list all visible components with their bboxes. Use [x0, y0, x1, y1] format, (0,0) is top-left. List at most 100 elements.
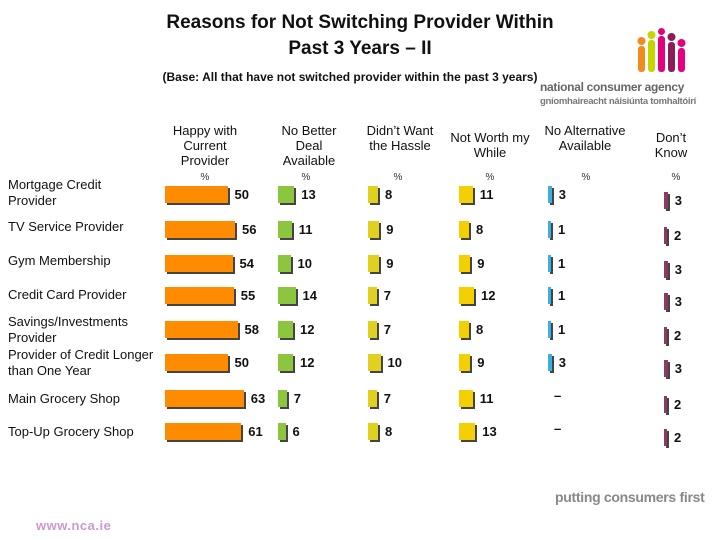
title-line-1: Reasons for Not Switching Provider Withi…: [166, 12, 554, 33]
bar-dont-know-6: [664, 396, 667, 413]
footer-tagline: putting consumers first: [555, 489, 705, 505]
col-head-dont-know: Don’t Know: [654, 130, 688, 160]
value-label-not-worth-1: 8: [476, 222, 484, 237]
bar-not-worth-5: [459, 354, 471, 371]
bar-dont-know-3: [664, 293, 668, 310]
bar-not-worth-3: [459, 287, 474, 304]
bar-no-alternative-5: [548, 354, 552, 371]
value-label-hassle-0: 8: [385, 187, 393, 202]
value-label-happy-0: 50: [234, 187, 249, 202]
value-label-no-alternative-3: 1: [558, 288, 566, 303]
value-label-no-better-deal-3: 14: [302, 288, 317, 303]
value-label-no-better-deal-7: 6: [292, 424, 300, 439]
bar-no-better-deal-1: [278, 221, 292, 238]
value-label-dont-know-2: 3: [674, 262, 682, 277]
value-missing-no-alternative-7: –: [554, 421, 562, 436]
bar-hassle-4: [368, 321, 377, 338]
value-label-dont-know-7: 2: [674, 430, 682, 445]
bar-no-alternative-2: [548, 255, 551, 272]
value-label-hassle-6: 7: [383, 391, 391, 406]
pct-marker-no-alternative: %: [581, 172, 591, 183]
bar-no-alternative-1: [548, 221, 551, 238]
value-label-hassle-2: 9: [386, 256, 394, 271]
value-label-not-worth-5: 9: [477, 355, 485, 370]
bar-no-alternative-4: [548, 321, 551, 338]
bar-not-worth-6: [459, 390, 473, 407]
pct-marker-not-worth: %: [485, 172, 495, 183]
value-label-dont-know-0: 3: [674, 193, 682, 208]
value-label-dont-know-4: 2: [674, 328, 682, 343]
value-label-happy-5: 50: [234, 355, 249, 370]
value-label-hassle-3: 7: [383, 288, 391, 303]
bar-no-better-deal-7: [278, 423, 286, 440]
bar-not-worth-4: [459, 321, 469, 338]
value-label-happy-2: 54: [239, 256, 254, 271]
value-label-happy-1: 56: [242, 222, 257, 237]
pct-marker-no-better-deal: %: [301, 172, 311, 183]
bar-no-better-deal-4: [278, 321, 293, 338]
bar-happy-7: [165, 423, 242, 440]
nca-logo-icon: [637, 28, 686, 72]
bar-happy-5: [165, 354, 228, 371]
value-label-dont-know-5: 3: [674, 361, 682, 376]
bar-dont-know-7: [664, 429, 667, 446]
pct-marker-happy: %: [200, 172, 210, 183]
bar-dont-know-2: [664, 261, 668, 278]
bar-not-worth-1: [459, 221, 469, 238]
value-label-no-alternative-5: 3: [558, 355, 566, 370]
bar-hassle-2: [368, 255, 380, 272]
row-label-credit-longer: Provider of Credit Longer than One Year: [8, 347, 154, 378]
bar-happy-1: [165, 221, 235, 238]
value-label-not-worth-7: 13: [482, 424, 497, 439]
bar-dont-know-0: [664, 192, 668, 209]
bar-happy-4: [165, 321, 238, 338]
pct-marker-hassle: %: [393, 172, 403, 183]
value-label-dont-know-3: 3: [674, 294, 682, 309]
bar-no-better-deal-2: [278, 255, 291, 272]
row-label-tv: TV Service Provider: [8, 219, 124, 234]
value-label-hassle-7: 8: [385, 424, 393, 439]
chart-title: Reasons for Not Switching Provider Withi…: [100, 10, 620, 62]
value-label-no-alternative-1: 1: [558, 222, 566, 237]
chart-subtitle: (Base: All that have not switched provid…: [162, 70, 538, 84]
value-label-no-alternative-2: 1: [558, 256, 566, 271]
bar-hassle-1: [368, 221, 380, 238]
pct-marker-dont-know: %: [671, 172, 681, 183]
bar-happy-0: [165, 186, 228, 203]
value-label-not-worth-2: 9: [477, 256, 485, 271]
bar-no-alternative-0: [548, 186, 552, 203]
bar-hassle-0: [368, 186, 378, 203]
value-label-happy-4: 58: [244, 322, 259, 337]
bar-dont-know-5: [664, 360, 668, 377]
row-label-main-grocery: Main Grocery Shop: [8, 391, 120, 406]
logo-irish-name: gníomhaireacht náisiúnta tomhaltóirí: [540, 96, 696, 107]
bar-no-better-deal-6: [278, 390, 287, 407]
value-label-hassle-5: 10: [387, 355, 402, 370]
value-label-happy-7: 61: [248, 424, 263, 439]
row-label-savings: Savings/Investments Provider: [8, 314, 128, 345]
col-head-no-alternative: No Alternative Available: [544, 123, 626, 153]
value-label-no-better-deal-5: 12: [300, 355, 315, 370]
bar-no-better-deal-5: [278, 354, 293, 371]
value-label-not-worth-4: 8: [476, 322, 484, 337]
row-label-mortgage: Mortgage Credit Provider: [8, 177, 102, 208]
value-label-happy-6: 63: [250, 391, 266, 406]
value-label-no-better-deal-6: 7: [293, 391, 301, 406]
logo-name: national consumer agency: [540, 80, 685, 94]
value-label-no-better-deal-1: 11: [298, 222, 313, 237]
bar-hassle-5: [368, 354, 381, 371]
value-label-not-worth-0: 11: [479, 187, 494, 202]
bar-not-worth-2: [459, 255, 471, 272]
value-label-hassle-1: 9: [386, 222, 394, 237]
bar-happy-2: [165, 255, 233, 272]
value-label-no-alternative-0: 3: [558, 187, 566, 202]
value-label-happy-3: 55: [240, 288, 256, 303]
col-head-not-worth: Not Worth my While: [450, 130, 530, 160]
col-head-no-better-deal: No Better Deal Available: [281, 123, 337, 168]
footer-website[interactable]: www.nca.ie: [36, 518, 112, 533]
value-label-not-worth-6: 11: [479, 391, 494, 406]
bar-not-worth-0: [459, 186, 473, 203]
bar-hassle-7: [368, 423, 378, 440]
bar-no-better-deal-3: [278, 287, 296, 304]
value-label-no-better-deal-0: 13: [301, 187, 316, 202]
